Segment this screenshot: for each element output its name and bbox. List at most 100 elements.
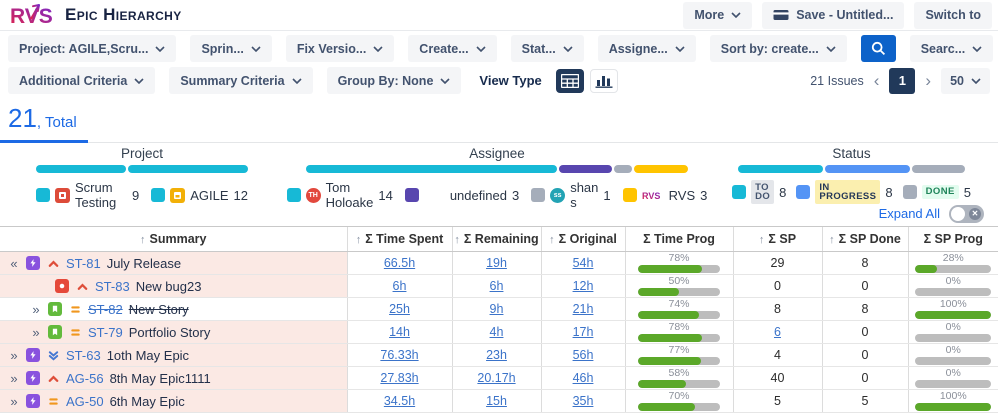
table-row[interactable]: ST-83 New bug23 6h 6h 12h 50% 0 0 0% [0,274,998,298]
legend-swatch[interactable] [286,188,301,202]
expand-all-link[interactable]: Expand All [878,206,940,221]
chevron-down-icon [675,45,685,52]
collapse-collapsed-icon[interactable]: » [10,370,18,386]
issue-key-link[interactable]: ST-83 [95,278,130,294]
legend-swatch[interactable] [796,185,811,199]
created-filter[interactable]: Create... [408,35,497,62]
column-header-summary[interactable]: ↑ Summary [0,226,347,252]
grid-view-icon[interactable] [555,68,584,93]
table-row[interactable]: » ST-82 New Story 25h 9h 21h 74% 8 8 100… [0,297,998,321]
status-filter[interactable]: Stat... [510,35,584,62]
sort-asc-icon: ↑ [829,234,835,246]
table-row[interactable]: » ST-79 Portfolio Story 14h 4h 17h 78% 6… [0,320,998,344]
search-button[interactable] [860,35,896,62]
remaining-link[interactable]: 23h [486,348,507,362]
column-header-time-spent[interactable]: ↑ Σ Time Spent [346,226,452,252]
next-page-icon[interactable]: › [925,71,932,90]
table-row[interactable]: » AG-50 6th May Epic 34.5h 15h 35h 70% 5… [0,389,998,413]
issue-key-link[interactable]: AG-56 [66,370,104,386]
summary-section: Project Scrum Testing 9 AGILE 12 [0,146,998,210]
table-header-row: ↑ Summary ↑ Σ Time Spent ↑ Σ Remaining ↑ Σ O… [0,226,998,252]
time-spent-link[interactable]: 66.5h [383,256,416,270]
time-spent-link[interactable]: 25h [389,302,410,316]
table-row[interactable]: » ST-63 1oth May Epic 76.33h 23h 56h 77%… [0,343,998,367]
collapse-collapsed-icon[interactable]: » [10,393,18,409]
time-progress-bar: 58% [626,368,733,389]
expand-all-toggle[interactable]: ✕ [949,204,984,223]
remaining-link[interactable]: 6h [489,279,504,293]
original-link[interactable]: 21h [572,302,594,316]
legend-swatch[interactable] [531,188,546,202]
original-link[interactable]: 56h [572,348,594,362]
table-row[interactable]: « ST-81 July Release 66.5h 19h 54h 78% 2… [0,251,998,275]
column-header-sp-done[interactable]: ↑ Σ SP Done [821,226,908,252]
prev-page-icon[interactable]: ‹ [873,71,880,90]
original-link[interactable]: 35h [572,394,594,408]
collapse-collapsed-icon[interactable]: » [10,347,18,363]
additional-criteria-button[interactable]: Additional Criteria [8,67,156,94]
issue-key-link[interactable]: ST-79 [88,324,123,340]
time-spent-link[interactable]: 14h [389,325,410,339]
column-header-sp[interactable]: ↑ Σ SP [732,226,822,252]
summary-criteria-button[interactable]: Summary Criteria [169,67,313,94]
time-progress-bar: 77% [626,345,733,366]
remaining-link[interactable]: 15h [486,394,507,408]
sp-link[interactable]: 6 [774,325,781,339]
collapse-collapsed-icon[interactable]: » [32,301,40,317]
save-filter-button[interactable]: Save - Untitled... [762,1,905,29]
table-row[interactable]: » AG-56 8th May Epic1111 27.83h 20.17h 4… [0,366,998,390]
assignee-filter[interactable]: Assigne... [597,35,696,62]
group-by-button[interactable]: Group By: None [326,67,462,94]
column-header-original[interactable]: ↑ Σ Original [540,226,625,252]
time-spent-link[interactable]: 76.33h [380,348,419,362]
legend-swatch[interactable] [36,188,50,202]
issue-key-link[interactable]: ST-82 [88,301,123,317]
remaining-link[interactable]: 9h [489,302,504,316]
issue-key-link[interactable]: ST-63 [66,347,101,363]
total-count: 21 [8,103,37,133]
legend-swatch[interactable] [404,188,419,202]
original-link[interactable]: 46h [572,371,594,385]
column-header-sp-prog[interactable]: Σ SP Prog [907,226,998,252]
project-filter[interactable]: Project: AGILE,Scru... [8,35,177,62]
status-legend: TO DO 8 IN PROGRESS 8 DONE 5 [732,180,971,204]
sort-by-filter[interactable]: Sort by: create... [709,35,847,62]
search-menu-button[interactable]: Searc... [909,35,994,62]
story-icon [48,325,62,339]
collapse-expanded-icon[interactable]: « [10,255,18,271]
save-icon [773,10,789,20]
chevron-down-icon [476,45,486,52]
story-icon [48,302,62,316]
time-spent-link[interactable]: 6h [392,279,407,293]
original-link[interactable]: 12h [572,279,594,293]
remaining-link[interactable]: 4h [489,325,504,339]
user-avatar: ss [550,187,566,203]
original-link[interactable]: 17h [572,325,594,339]
current-page[interactable]: 1 [889,67,916,94]
legend-swatch[interactable] [622,188,637,202]
remaining-link[interactable]: 20.17h [477,371,516,385]
collapse-collapsed-icon[interactable]: » [32,324,40,340]
remaining-link[interactable]: 19h [486,256,507,270]
legend-swatch[interactable] [902,185,917,199]
sp-done-value: 8 [861,256,869,270]
user-avatar: TH [305,187,321,203]
time-spent-link[interactable]: 27.83h [380,371,419,385]
sort-asc-icon: ↑ [140,234,146,246]
priority-highest-icon [75,279,89,293]
more-button[interactable]: More [683,1,753,29]
fix-version-filter[interactable]: Fix Versio... [285,35,395,62]
column-header-remaining[interactable]: ↑ Σ Remaining [451,226,541,252]
page-size-select[interactable]: 50 [941,67,990,94]
legend-swatch[interactable] [151,188,166,202]
chart-view-icon[interactable] [589,68,618,93]
issue-key-link[interactable]: ST-81 [66,255,101,271]
issue-key-link[interactable]: AG-50 [66,393,104,409]
sprint-filter[interactable]: Sprin... [190,35,272,62]
original-link[interactable]: 54h [572,256,594,270]
time-spent-link[interactable]: 34.5h [383,394,416,408]
switch-to-button[interactable]: Switch to [914,1,992,29]
legend-swatch[interactable] [732,185,747,199]
sp-progress-bar: 0% [909,322,998,343]
column-header-time-prog[interactable]: Σ Time Prog [624,226,733,252]
